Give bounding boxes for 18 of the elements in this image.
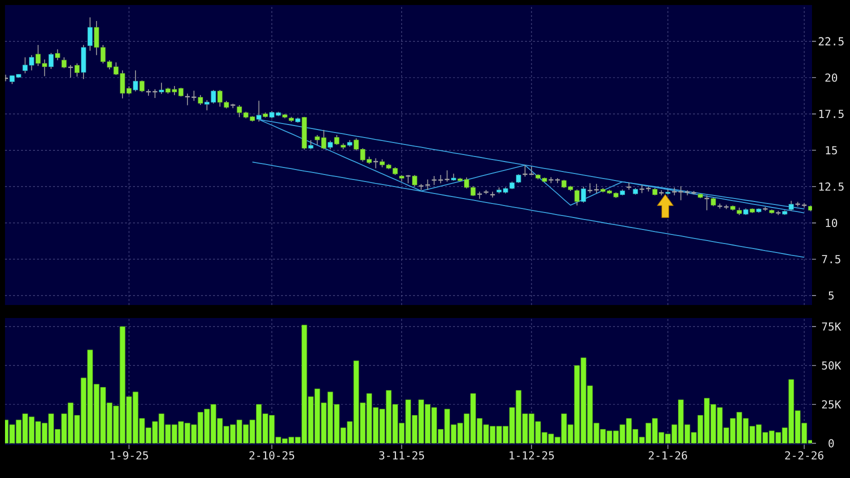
y-tick-label: 50K <box>822 361 842 370</box>
x-tick-label: 1-12-25 <box>510 451 554 460</box>
x-tick-label: 1-9-25 <box>110 451 148 460</box>
y-tick-label: 17.5 <box>819 110 844 118</box>
x-tick-label: 2-2-26 <box>785 451 824 460</box>
x-tick-label: 3-11-25 <box>379 451 424 460</box>
y-tick-label: 22.5 <box>818 37 844 46</box>
y-tick-label: 10 <box>826 218 838 228</box>
y-tick-label: 20 <box>825 73 838 82</box>
y-tick-label: 25K <box>822 400 842 409</box>
x-tick-label: 2-10-25 <box>249 451 294 460</box>
y-tick-label: 75K <box>822 322 842 331</box>
y-tick-label: 5 <box>828 291 834 300</box>
y-tick-label: 7.5 <box>822 255 840 264</box>
y-tick-label: 15 <box>826 146 837 154</box>
y-tick-label: 12.5 <box>819 182 844 191</box>
y-tick-label: 0 <box>828 439 834 448</box>
x-tick-label: 2-1-26 <box>648 451 688 460</box>
